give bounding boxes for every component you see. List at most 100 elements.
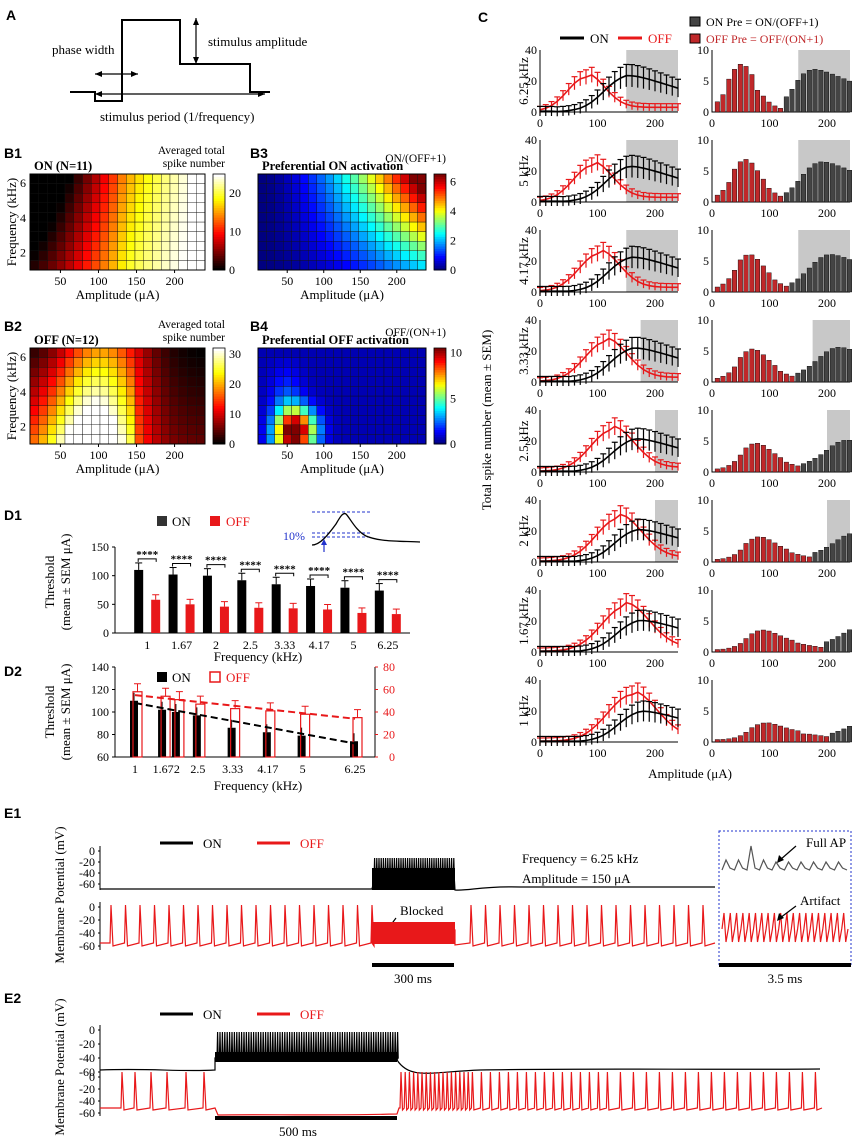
colorbar-tick-label: 10 [229,407,241,421]
heatmap-cell [291,367,301,378]
heatmap-cell [38,192,48,203]
colorbar-segment [213,186,225,189]
heatmap-cell [383,260,393,271]
colorbar-segment [213,255,225,259]
heatmap-cell [283,231,292,242]
heatmap-cell [291,357,301,368]
heatmap-cell [82,395,92,406]
panel-c-row-frequency: 3.33 kHz [516,327,531,375]
heatmap-cell [358,260,368,271]
colorbar-segment [434,183,446,187]
ratio-bar [737,735,743,743]
heatmap-cell [29,434,39,445]
d1-y-tick-label: 150 [91,540,109,554]
d1-off-bar [254,607,264,633]
heatmap-cell [274,395,284,406]
heatmap-cell [178,415,188,426]
heatmap-cell [333,260,343,271]
heatmap-cell [117,231,127,242]
colorbar-segment [213,360,225,363]
heatmap-cell [299,415,309,426]
e2-scalebar-label: 500 ms [279,1124,317,1139]
heatmap-cell [196,173,206,184]
ratio-bar [732,554,737,563]
colorbar-segment [213,188,225,192]
colorbar-segment [434,246,446,249]
heatmap-cell [169,183,179,194]
heatmap-cell [367,240,376,251]
heatmap-cell [134,386,144,397]
heatmap-cell [178,231,188,242]
colorbar-segment [434,224,446,228]
ratio-bar [795,372,801,383]
heatmap-cell [392,405,401,416]
ratio-bar [714,559,720,563]
ratio-bar [755,724,760,743]
x-tick-label: 200 [388,274,406,288]
e1-full-ap-arrowhead [777,855,784,863]
ratio-bar [829,445,835,473]
heatmap-cell [187,405,197,416]
heatmap-cell [283,376,292,387]
heatmap-cell [134,434,144,445]
colorbar-segment [434,212,446,216]
d2-x-tick-label: 1.67 [153,762,174,776]
colorbar-segment [434,226,446,230]
heatmap-cell [161,357,171,368]
heatmap-cell [367,357,376,368]
right-x-tick-label: 100 [761,296,779,310]
heatmap-cell [73,395,83,406]
heatmap-cell [56,376,66,387]
d2-legend-off-swatch [209,671,221,683]
heatmap-cell [291,240,301,251]
right-x-tick-label: 0 [709,566,715,580]
colorbar-segment [213,248,225,252]
d1-x-tick-label: 3.33 [274,638,295,652]
left-x-tick-label: 200 [646,746,664,760]
d2-legend-on-swatch [157,672,167,682]
heatmap-cell [266,183,275,194]
colorbar-segment [434,265,446,269]
right-y-tick-label: 0 [703,645,709,659]
ratio-bar [766,539,772,563]
ratio-bar [789,282,795,293]
ratio-bar [806,645,812,653]
heatmap-cell [161,202,171,213]
colorbar-segment [434,217,446,221]
colorbar-segment [434,236,446,240]
heatmap-cell [383,367,393,378]
e1-full-ap-arrow [779,845,797,861]
right-x-tick-label: 0 [709,116,715,130]
heatmap-cell [64,434,74,445]
colorbar-segment [434,376,446,380]
heatmap-cell [47,192,57,203]
heatmap-cell [358,386,368,397]
heatmap-cell [299,250,309,261]
colorbar-tick-label: 0 [450,437,456,451]
heatmap-xlabel: Amplitude (μA) [76,461,160,476]
left-y-tick-label: 0 [531,375,537,389]
heatmap-cell [308,260,317,271]
colorbar-segment [213,181,225,185]
trace-y-tick-label: -60 [79,1106,95,1120]
ratio-bar [783,727,789,743]
d1-ylabel-line1: Threshold [42,555,57,608]
heatmap-cell [333,221,343,232]
heatmap-cell [367,405,376,416]
heatmap-cell [375,395,385,406]
heatmap-cell [257,424,267,435]
d1-on-bar [202,575,212,633]
d2-left-tick-label: 60 [97,750,109,764]
heatmap-cell [99,376,109,387]
left-y-tick-label: 0 [531,645,537,659]
heatmap-cell [56,231,66,242]
e1-on-burst-fill [372,868,455,890]
d1-off-bar [357,612,367,633]
colorbar-segment [434,193,446,197]
heatmap-cell [169,405,179,416]
d2-x-tick-label: 2 [174,762,180,776]
colorbar-segment [213,198,225,201]
heatmap-cell [126,386,136,397]
heatmap-cell [274,357,284,368]
